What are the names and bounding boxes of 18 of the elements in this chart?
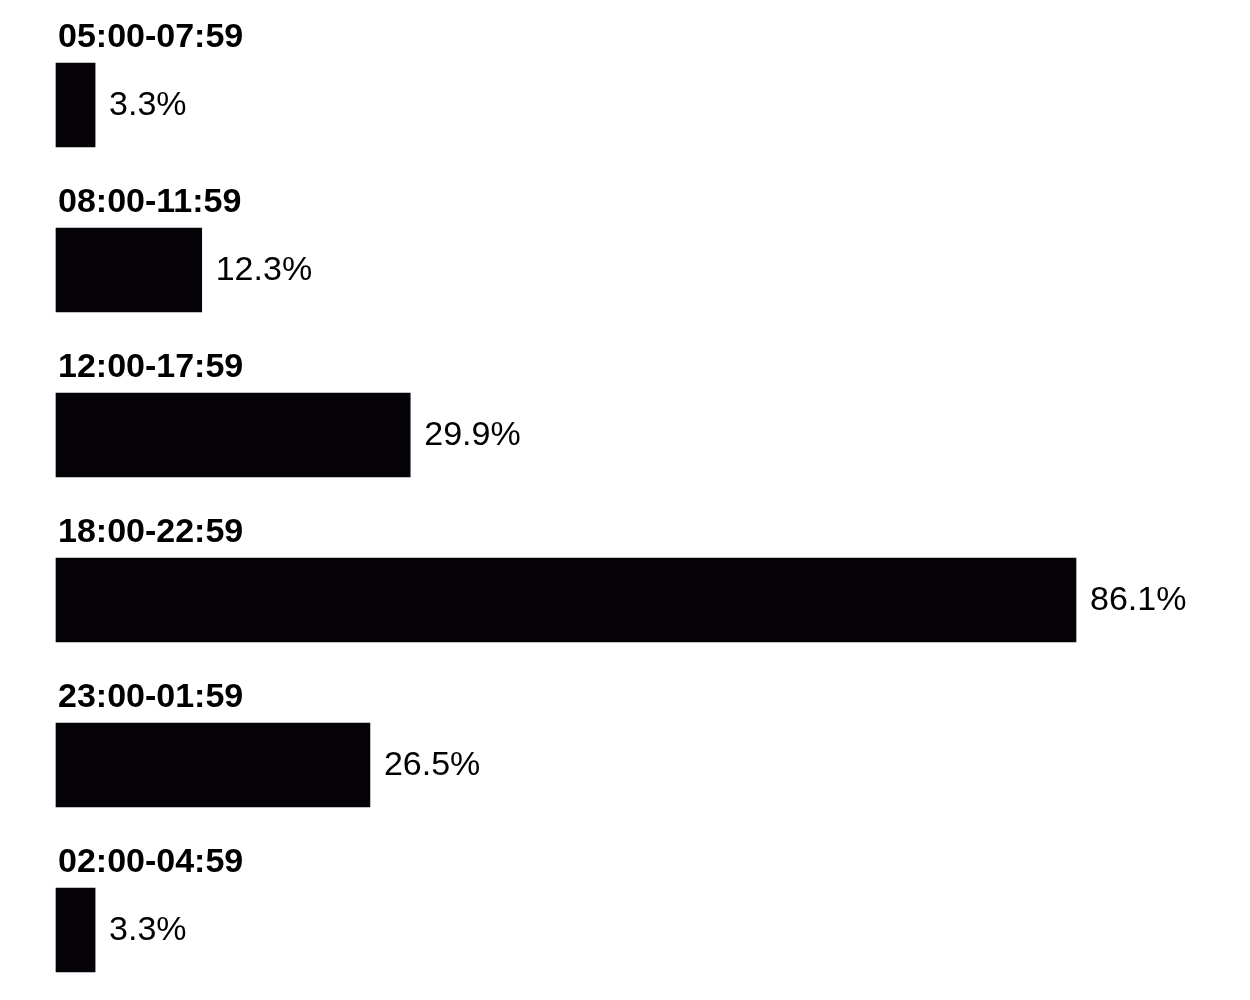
data-label: 26.5% (383, 744, 481, 783)
bar (55, 392, 411, 478)
bar (55, 227, 203, 313)
y-tick-label: 08:00-11:59 (58, 181, 242, 219)
y-tick-label: 02:00-04:59 (58, 841, 244, 879)
bar (55, 557, 1077, 643)
data-label: 3.3% (109, 909, 187, 948)
bar (55, 722, 371, 808)
y-tick-label: 12:00-17:59 (58, 346, 244, 384)
y-tick-label: 23:00-01:59 (58, 676, 244, 714)
bar (55, 62, 96, 148)
bar (55, 887, 96, 973)
y-tick-label: 18:00-22:59 (58, 511, 244, 549)
data-label: 86.1% (1090, 579, 1187, 618)
data-label: 3.3% (109, 84, 187, 123)
y-tick-label: 05:00-07:59 (58, 16, 244, 54)
data-label: 29.9% (424, 414, 521, 453)
data-label: 12.3% (215, 249, 313, 288)
